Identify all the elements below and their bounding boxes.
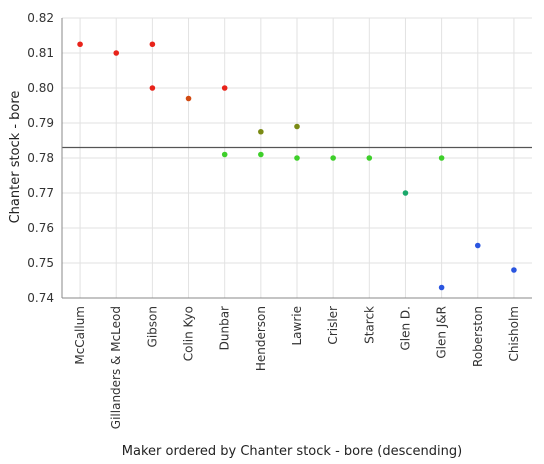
data-point [330,155,336,161]
data-point [294,123,300,130]
x-tick-label: Henderson [254,306,268,371]
y-tick-label: 0.80 [27,81,54,95]
y-tick-label: 0.81 [27,46,54,60]
y-tick-label: 0.74 [27,291,54,305]
axes: 0.74 0.75 0.76 0.77 0.78 0.79 0.80 0.81 0.82 McCa… [27,11,532,429]
data-point [511,267,517,273]
data-point [402,190,409,196]
x-tick-label: Glen J&R [435,306,449,359]
data-point [185,95,192,102]
x-tick-label: Gibson [145,306,159,347]
data-point [438,155,445,161]
data-point [294,155,300,161]
x-tick-label: Gillanders & McLeod [109,306,123,429]
x-tick-label: Dunbar [218,306,232,350]
x-tick-label: Colin Kyo [182,306,196,361]
data-point [474,242,481,249]
x-axis-title: Maker ordered by Chanter stock - bore (d… [122,444,462,459]
data-point [77,41,83,48]
y-tick-label: 0.78 [27,151,54,165]
y-tick-label: 0.75 [27,256,54,270]
x-tick-label: McCallum [73,306,87,365]
x-tick-label: Lawrie [290,306,304,346]
x-tick-label: Chisholm [507,306,521,362]
y-tick-label: 0.82 [27,11,54,25]
data-point [113,50,120,56]
y-tick-label: 0.79 [27,116,54,130]
data-point [438,284,445,291]
data-point [149,85,156,91]
data-point [221,151,228,158]
y-axis-title: Chanter stock - bore [8,91,23,224]
data-point [149,41,156,48]
data-point [258,128,264,135]
x-tick-label: Roberston [471,306,485,367]
x-tick-label: Crisler [326,306,340,345]
data-point [366,155,373,161]
data-point [258,151,264,158]
x-tick-label: Glen D. [398,306,412,351]
y-tick-label: 0.76 [27,221,54,235]
x-tick-label: Starck [362,306,376,344]
data-points [77,41,517,291]
data-point [221,85,228,91]
y-tick-label: 0.77 [27,186,54,200]
